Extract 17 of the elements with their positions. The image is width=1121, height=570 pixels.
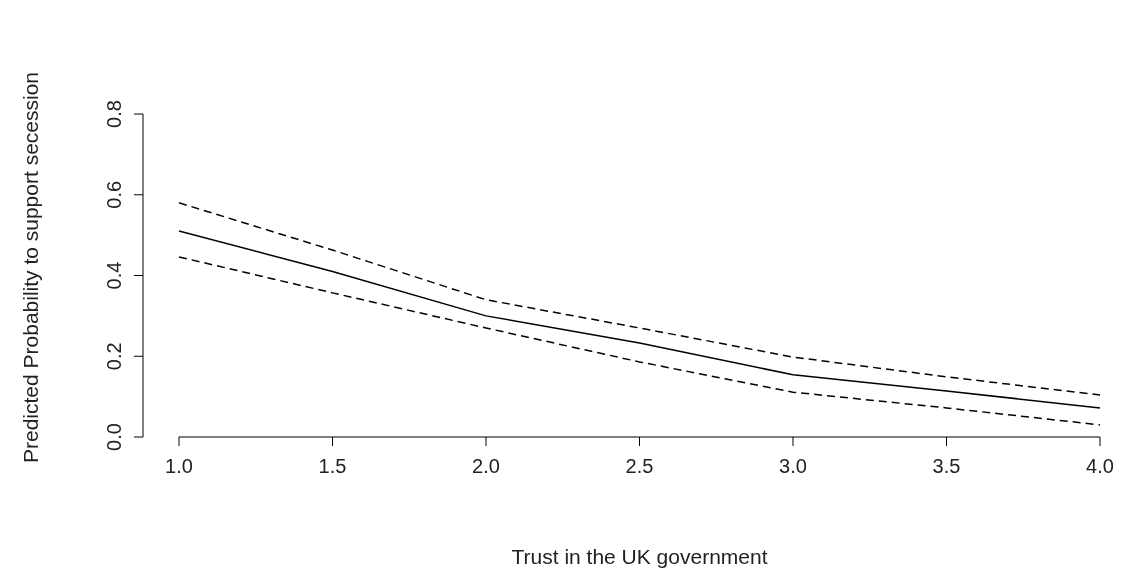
y-tick-label: 0.0 xyxy=(103,423,125,451)
x-tick-label: 4.0 xyxy=(1086,455,1114,477)
x-tick-label: 1.0 xyxy=(165,455,193,477)
x-axis-title: Trust in the UK government xyxy=(511,545,768,568)
x-tick-label: 3.5 xyxy=(932,455,961,477)
y-axis-title: Predicted Probability to support secession xyxy=(19,71,42,464)
line-series xyxy=(178,202,1101,396)
x-tick-label: 3.0 xyxy=(779,455,807,477)
y-tick-label: 0.8 xyxy=(103,100,125,128)
x-tick-label: 2.0 xyxy=(472,455,500,477)
y-tick-label: 0.4 xyxy=(103,261,125,290)
y-tick-label: 0.6 xyxy=(103,180,125,209)
x-tick-label: 1.5 xyxy=(318,455,347,477)
line-series xyxy=(178,256,1101,426)
y-tick-label: 0.2 xyxy=(103,342,125,371)
x-tick-label: 2.5 xyxy=(625,455,654,477)
line-series xyxy=(178,230,1101,409)
